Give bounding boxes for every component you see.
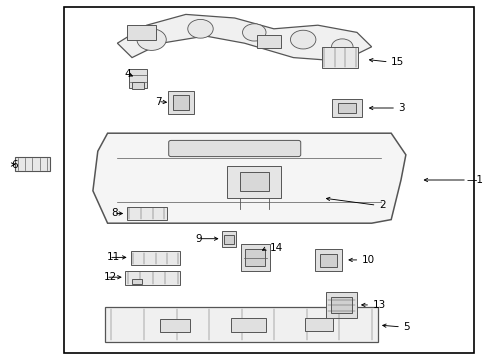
Text: 12: 12 (103, 272, 117, 282)
Bar (257, 35, 280, 48)
Text: 3: 3 (398, 103, 405, 113)
Text: 7: 7 (155, 96, 162, 107)
Bar (63, 7, 473, 353)
Text: 5: 5 (403, 322, 409, 332)
Bar (231, 318, 265, 332)
Bar (245, 249, 264, 266)
Text: 9: 9 (195, 234, 202, 244)
Bar (331, 99, 362, 117)
Text: 11: 11 (106, 252, 120, 262)
Circle shape (242, 24, 265, 41)
Text: 10: 10 (361, 255, 374, 265)
Text: 4: 4 (124, 69, 131, 79)
Bar (227, 166, 281, 198)
Bar (105, 307, 377, 342)
Bar (132, 279, 142, 284)
Circle shape (290, 30, 315, 49)
Bar (125, 271, 180, 285)
Bar (314, 249, 342, 271)
Bar (131, 82, 143, 89)
Bar (130, 252, 180, 265)
Text: 14: 14 (269, 243, 283, 253)
Polygon shape (117, 14, 371, 61)
Bar (159, 319, 190, 332)
Bar (305, 318, 332, 331)
FancyBboxPatch shape (168, 140, 300, 157)
Bar (128, 69, 147, 88)
Text: 15: 15 (390, 57, 404, 67)
Bar (321, 47, 357, 68)
Bar (168, 91, 193, 114)
Bar (127, 25, 156, 40)
Bar (239, 172, 268, 191)
Polygon shape (93, 133, 405, 223)
Circle shape (137, 29, 166, 50)
Bar (15, 157, 50, 171)
Text: 2: 2 (378, 200, 385, 210)
Text: 6: 6 (11, 159, 18, 170)
Bar (221, 231, 236, 247)
Bar (172, 95, 189, 110)
Bar (330, 297, 351, 313)
Text: 8: 8 (111, 208, 118, 219)
Text: 13: 13 (372, 300, 385, 310)
Bar (325, 292, 356, 318)
Circle shape (331, 39, 352, 55)
Bar (224, 235, 233, 244)
Circle shape (187, 19, 213, 38)
Bar (126, 207, 166, 220)
Bar (240, 244, 269, 271)
Bar (337, 103, 356, 113)
Bar (319, 254, 337, 267)
Text: —1: —1 (466, 175, 483, 185)
